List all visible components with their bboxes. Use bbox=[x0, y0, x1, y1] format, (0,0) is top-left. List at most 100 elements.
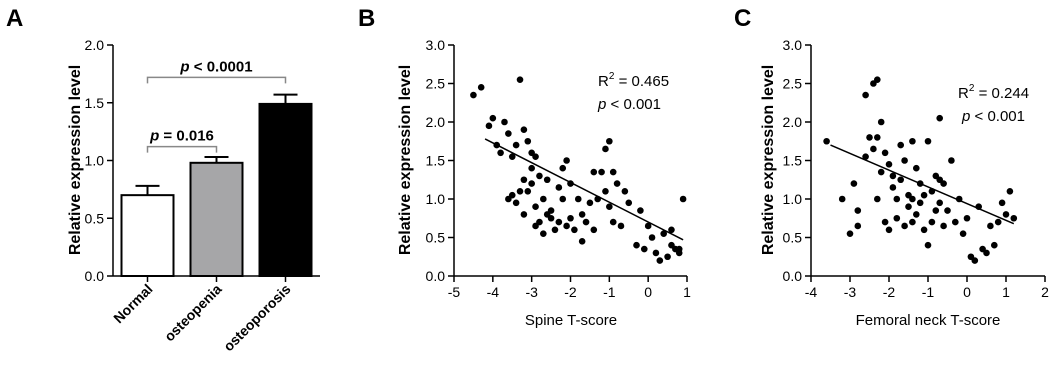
panel-c-data-point bbox=[940, 222, 947, 230]
panel-b-data-point bbox=[547, 214, 555, 222]
panel-c-data-point bbox=[924, 137, 932, 145]
panel-b-data-point bbox=[590, 168, 598, 176]
panel-b-data-point bbox=[633, 241, 640, 249]
panel-c-y-tick-label: 0.5 bbox=[783, 230, 803, 246]
panel-a-y-tick-label: 1.0 bbox=[85, 153, 105, 169]
panel-c-data-point bbox=[889, 184, 897, 191]
panel-b-data-point bbox=[520, 126, 528, 133]
panel-c-data-point bbox=[905, 203, 912, 210]
panel-c-data-point bbox=[838, 195, 846, 203]
panel-b-data-point bbox=[656, 257, 664, 264]
panel-c-y-tick-label: 2.0 bbox=[783, 114, 803, 130]
panel-c-data-point bbox=[920, 191, 928, 199]
panel-c-x-tick-label: -2 bbox=[883, 284, 896, 300]
panel-b-letter: B bbox=[358, 5, 375, 32]
panel-a-comparison-bracket bbox=[146, 145, 218, 153]
panel-c-data-point bbox=[854, 222, 862, 230]
panel-b-data-point bbox=[567, 180, 574, 187]
panel-b-data-point bbox=[540, 195, 547, 203]
panel-a-y-tick-label: 0.5 bbox=[85, 210, 105, 226]
panel-b-data-point bbox=[617, 222, 625, 230]
panel-c-p-stat: p < 0.001 bbox=[961, 108, 1025, 125]
panel-a-comparison-label: p < 0.0001 bbox=[179, 58, 252, 75]
panel-b-data-point bbox=[516, 76, 524, 83]
panel-c-x-tick-label: 2 bbox=[1041, 284, 1049, 300]
panel-b-data-point bbox=[501, 118, 508, 126]
panel-c-y-tick-label: 0.0 bbox=[783, 268, 803, 284]
panel-c-data-point bbox=[874, 134, 881, 141]
panel-c-data-point bbox=[823, 137, 830, 145]
panel-c-x-tick-label: -4 bbox=[805, 284, 818, 300]
panel-b-data-point bbox=[516, 188, 524, 195]
panel-c-data-point bbox=[874, 195, 881, 203]
panel-a-annotations: p = 0.016 p < 0.0001 bbox=[146, 58, 287, 153]
panel-c-r2-stat: R2 = 0.244 bbox=[958, 83, 1029, 102]
panel-b-data-point bbox=[477, 84, 485, 91]
panel-b-data-point bbox=[555, 218, 563, 226]
panel-a-bar bbox=[120, 194, 175, 277]
panel-b-data-point bbox=[586, 199, 594, 207]
panel-c-data-point bbox=[909, 137, 916, 145]
panel-b-data-point bbox=[582, 218, 590, 226]
panel-c-y-tick-label: 1.5 bbox=[783, 153, 803, 169]
panel-c-data-point bbox=[866, 134, 873, 141]
panel-a-letter: A bbox=[6, 5, 23, 32]
panel-b-data-point bbox=[598, 168, 605, 176]
panel-c-data-point bbox=[975, 203, 982, 210]
panel-a-category-label: osteopenia bbox=[161, 281, 225, 345]
panel-c-axes: 0.0 0.5 1.0 1.5 2.0 2.5 3.0 -4 -3 -2 -1 0 1 2 bbox=[783, 37, 1050, 300]
panel-c-data-point bbox=[924, 241, 932, 249]
panel-b-data-point bbox=[648, 234, 656, 241]
panel-a-bar-chart: A Relative expression level 0.0 0.5 1.0 1.5… bbox=[6, 5, 320, 354]
panel-b-data-point bbox=[563, 157, 570, 164]
panel-c-data-point bbox=[897, 141, 904, 149]
panel-a-y-tick-label: 1.5 bbox=[85, 95, 105, 111]
panel-c-data-point bbox=[971, 257, 979, 264]
panel-c-data-point bbox=[1010, 214, 1018, 222]
panel-c-data-point bbox=[916, 180, 924, 187]
panel-c-x-tick-label: 0 bbox=[963, 284, 971, 300]
panel-c-data-point bbox=[881, 149, 889, 157]
panel-c-data-point bbox=[936, 176, 943, 184]
panel-b-data-point bbox=[571, 226, 578, 234]
panel-b-data-point bbox=[528, 180, 535, 187]
panel-a-y-tick-label: 2.0 bbox=[85, 37, 105, 53]
panel-b-x-tick-label: -2 bbox=[564, 284, 577, 300]
panel-c-y-axis-title: Relative expression level bbox=[760, 65, 777, 255]
panel-c-data-point bbox=[928, 188, 936, 195]
panel-b-data-point bbox=[613, 180, 621, 187]
panel-b-y-tick-label: 1.5 bbox=[426, 153, 446, 169]
panel-c-data-point bbox=[862, 153, 869, 160]
panel-b-data-point bbox=[574, 195, 582, 203]
panel-c-data-point bbox=[885, 226, 893, 234]
panel-c-data-point bbox=[1006, 188, 1014, 195]
panel-b-p-stat: p < 0.001 bbox=[597, 96, 661, 113]
panel-c-data-point bbox=[944, 207, 951, 214]
panel-b-data-point bbox=[528, 164, 535, 172]
panel-b-data-point bbox=[512, 199, 520, 207]
panel-b-data-point bbox=[520, 211, 528, 218]
panel-b-data-point bbox=[679, 195, 687, 203]
panel-c-data-point bbox=[948, 157, 955, 164]
panel-a-bars bbox=[120, 93, 313, 277]
panel-b-data-point bbox=[543, 176, 551, 184]
panel-c-x-axis-title: Femoral neck T-score bbox=[856, 312, 1001, 329]
panel-c-data-point bbox=[1002, 211, 1010, 218]
panel-c-data-point bbox=[885, 161, 893, 168]
panel-b-r2-stat: R2 = 0.465 bbox=[598, 71, 669, 90]
panel-b-x-tick-label: -3 bbox=[525, 284, 538, 300]
panel-c-points bbox=[823, 76, 1018, 264]
panel-b-data-point bbox=[536, 172, 543, 180]
panel-b-y-tick-label: 0.5 bbox=[426, 230, 446, 246]
panel-b-data-point bbox=[470, 91, 477, 99]
panel-a-bar bbox=[189, 161, 244, 277]
panel-c-data-point bbox=[893, 195, 901, 203]
panel-c-data-point bbox=[850, 180, 858, 187]
panel-c-data-point bbox=[877, 168, 885, 176]
panel-b-data-point bbox=[524, 137, 532, 145]
panel-b-data-point bbox=[637, 207, 644, 214]
panel-b-x-tick-label: -5 bbox=[448, 284, 461, 300]
panel-c-data-point bbox=[936, 114, 943, 122]
panel-b-data-point bbox=[606, 137, 613, 145]
